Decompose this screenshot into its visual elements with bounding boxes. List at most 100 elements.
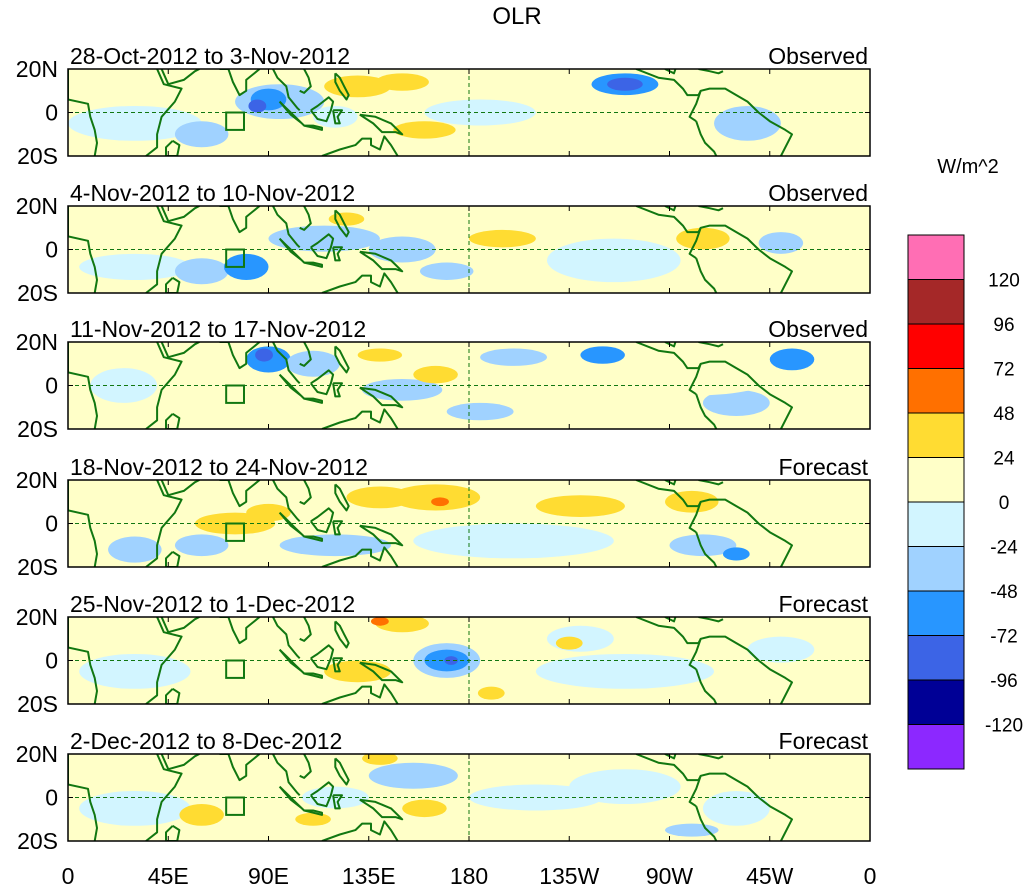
coastline (332, 109, 343, 125)
coastline (145, 617, 183, 704)
coastline (359, 661, 404, 684)
panel-period: 25-Nov-2012 to 1-Dec-2012 (70, 591, 355, 617)
colorbar-label: -48 (990, 582, 1017, 603)
coastline (165, 687, 181, 704)
colorbar-label: -24 (990, 538, 1018, 559)
coastline (334, 620, 350, 649)
coastline (219, 206, 261, 234)
anomaly-contour (546, 238, 681, 283)
coastline (303, 261, 323, 268)
panel-period: 4-Nov-2012 to 10-Nov-2012 (70, 180, 355, 206)
coastline (145, 342, 183, 429)
lon-label: 45W (746, 863, 794, 887)
anomaly-contour (747, 636, 815, 663)
colorbar-swatch (907, 501, 965, 547)
coastline (145, 754, 183, 841)
coastline (165, 412, 181, 429)
map-panel: 20N 0 20S 4-Nov-2012 to 10-Nov-2012 Observed (16, 180, 871, 306)
coastline (160, 754, 200, 771)
coastline (698, 617, 724, 623)
panel-period: 11-Nov-2012 to 17-Nov-2012 (70, 316, 366, 342)
lat-label: 0 (45, 373, 58, 399)
coastline (68, 480, 98, 567)
coastline (334, 483, 350, 512)
anomaly-contour (424, 99, 536, 126)
colorbar-swatch (907, 368, 965, 414)
coastline (332, 520, 343, 536)
coastline (695, 120, 718, 156)
anomaly-contour (546, 625, 614, 652)
anomaly-contour (362, 754, 398, 765)
panel-type: Forecast (779, 591, 869, 617)
coastline (272, 754, 301, 797)
lat-label: 0 (45, 237, 58, 263)
coastline (664, 754, 677, 760)
anomaly-contour (68, 105, 202, 141)
lat-label: 20S (17, 280, 58, 306)
anomaly-contour (477, 686, 505, 700)
coastline (359, 250, 404, 273)
anomaly-contour (480, 348, 547, 366)
anomaly-contour (174, 121, 229, 148)
lon-label: 0 (864, 863, 877, 887)
lat-label: 20N (16, 467, 58, 493)
coastline (160, 206, 200, 223)
coastline (303, 809, 323, 816)
colorbar-swatch (907, 323, 965, 369)
map-panel: 20N 0 20S 28-Oct-2012 to 3-Nov-2012 Observed (16, 43, 871, 169)
anomaly-contour (295, 812, 331, 826)
anomaly-contour (419, 262, 474, 280)
anomaly-contour (676, 227, 730, 250)
anomaly-contour (722, 547, 750, 561)
region-box (225, 248, 245, 268)
coastline (688, 224, 793, 293)
anomaly-contour (758, 232, 804, 254)
anomaly-contour (580, 346, 625, 364)
coastline (695, 393, 718, 429)
coastline (695, 805, 718, 841)
lat-label: 0 (45, 100, 58, 126)
coastline (310, 781, 335, 808)
anomaly-contour (370, 617, 389, 626)
coastline (664, 480, 677, 486)
anomaly-contour (665, 823, 719, 837)
coastline (299, 754, 312, 779)
lon-label: 90E (248, 863, 289, 887)
colorbar-swatch (907, 279, 965, 325)
anomaly-contour (223, 253, 269, 280)
lat-label: 20S (17, 691, 58, 717)
coastline (698, 754, 724, 760)
anomaly-contour (702, 389, 770, 416)
coastline (698, 342, 724, 348)
colorbar-label: 24 (993, 449, 1015, 470)
coastline (303, 535, 323, 542)
coastline (68, 342, 98, 429)
lon-label: 45E (148, 863, 189, 887)
coastline (299, 206, 312, 231)
anomaly-contour (90, 368, 158, 403)
lat-label: 20S (17, 828, 58, 854)
anomaly-contour (255, 348, 273, 362)
anomaly-contour (174, 534, 229, 557)
coastline (68, 617, 98, 704)
coastline (145, 206, 183, 293)
coastline (321, 272, 399, 293)
coastline (688, 498, 793, 567)
coastline (165, 824, 181, 841)
coastline (332, 382, 343, 398)
coastline (272, 69, 301, 112)
colorbar-swatch (907, 724, 965, 770)
map-panel: 20N 0 20S 18-Nov-2012 to 24-Nov-2012 Forecas… (16, 454, 871, 580)
anomaly-contour (413, 523, 614, 559)
longitude-axis: 0 45E 90E 135E 180 135W 90W 45W 0 (62, 863, 877, 887)
region-box (225, 384, 245, 404)
lat-label: 20N (16, 741, 58, 767)
anomaly-contour (79, 253, 191, 280)
coastline (332, 246, 343, 262)
anomaly-contour (328, 212, 365, 226)
coastline (299, 617, 312, 642)
lat-label: 20N (16, 193, 58, 219)
anomaly-contour (446, 402, 514, 421)
anomaly-contour (279, 534, 392, 557)
colorbar-label: 72 (993, 360, 1014, 381)
